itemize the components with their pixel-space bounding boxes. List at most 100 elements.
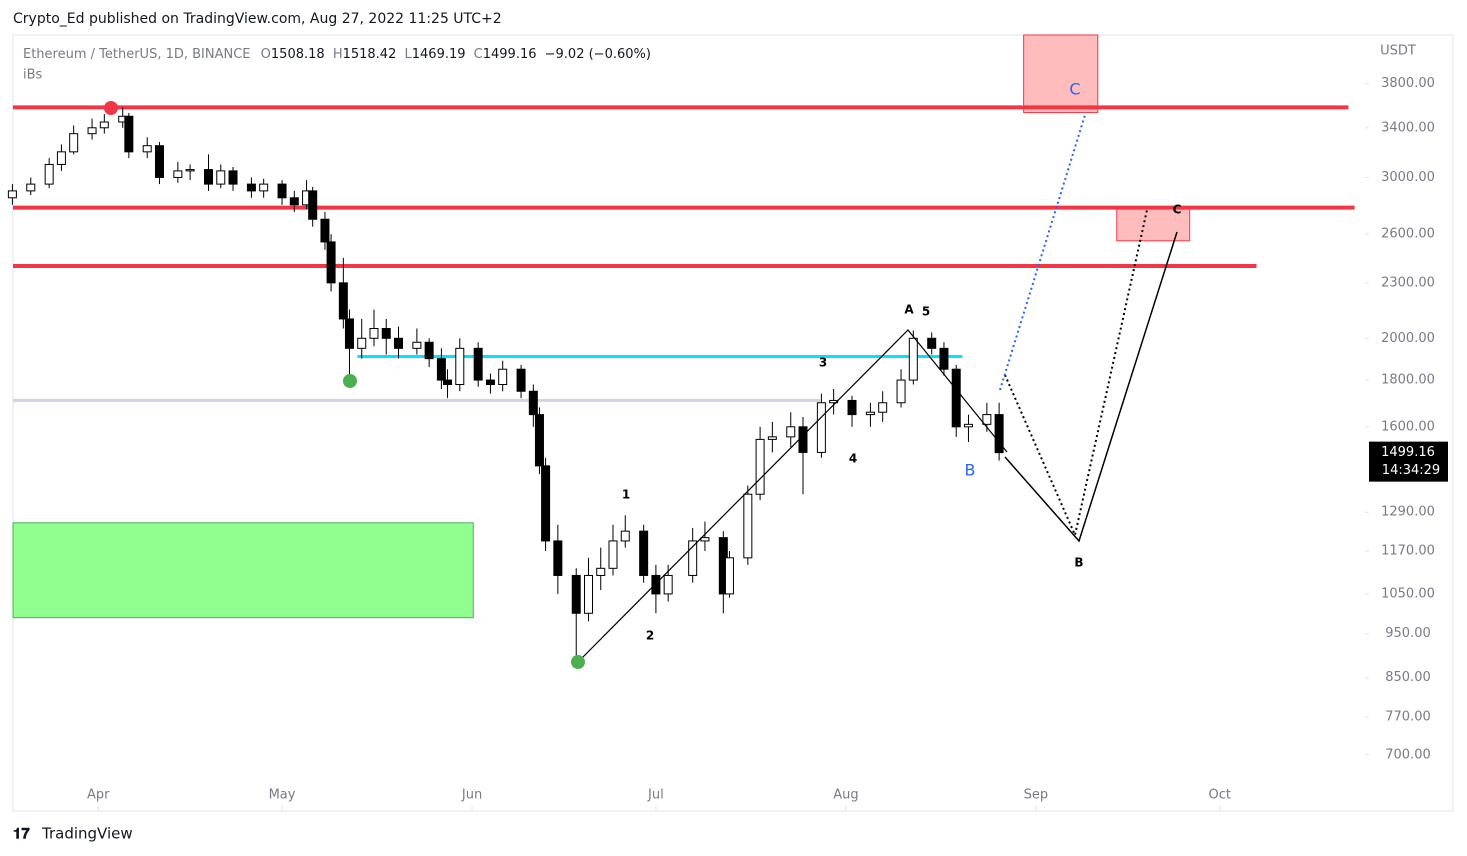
- price-badge: [1369, 441, 1448, 482]
- candle-body: [786, 426, 796, 438]
- footer-logo: 𝟏𝟕 TradingView: [13, 825, 133, 843]
- candle-body: [369, 327, 379, 339]
- candle: [663, 564, 673, 602]
- candle: [534, 407, 544, 475]
- candle-body: [154, 145, 164, 178]
- candle-body: [534, 414, 544, 467]
- x-tick-label: May: [269, 788, 296, 803]
- ohlc-value: 1469.19: [412, 47, 466, 62]
- candle: [216, 164, 226, 189]
- candle: [259, 178, 269, 198]
- pivot-dot: [343, 374, 357, 388]
- candle: [498, 360, 508, 392]
- candle: [277, 180, 287, 205]
- candle-body: [173, 170, 183, 178]
- ohlc-value: 1518.42: [343, 47, 397, 62]
- candle: [289, 190, 299, 212]
- symbol: Ethereum / TetherUS, 1D, BINANCE: [23, 47, 251, 62]
- candle: [485, 373, 495, 394]
- candle-body: [216, 170, 226, 185]
- x-tick-label: Apr: [87, 788, 110, 803]
- candle: [583, 557, 593, 622]
- candle-body: [651, 574, 661, 595]
- candle: [786, 412, 796, 448]
- candle: [99, 114, 109, 134]
- candle: [639, 524, 649, 583]
- zone: [1116, 207, 1191, 242]
- logo-mark: 𝟏𝟕: [13, 825, 30, 843]
- candle-body: [412, 341, 422, 349]
- change: −9.02 (−0.60%): [545, 47, 651, 62]
- candle: [320, 211, 330, 250]
- candle: [443, 369, 453, 399]
- ohlc-key: H: [333, 47, 343, 62]
- candle-body: [755, 438, 765, 495]
- candle-body: [639, 530, 649, 576]
- axis-unit: USDT: [1380, 44, 1416, 59]
- candle-body: [528, 390, 538, 416]
- wave-label: A: [904, 303, 914, 317]
- wave-label: 2: [646, 629, 654, 643]
- candle: [56, 144, 66, 171]
- candle: [228, 167, 238, 191]
- candle: [412, 328, 422, 355]
- candle-body: [688, 540, 698, 576]
- candle-body: [326, 241, 336, 284]
- footer-brand: TradingView: [41, 825, 133, 843]
- price-badge-price: 1499.16: [1381, 445, 1435, 460]
- candle: [755, 426, 765, 501]
- candle: [743, 485, 753, 565]
- candle-body: [357, 337, 367, 349]
- candle: [908, 330, 918, 385]
- candle-body: [896, 379, 906, 404]
- candle: [767, 421, 777, 453]
- y-tick-label: 1600.00: [1381, 419, 1435, 434]
- symbol-legend: Ethereum / TetherUS, 1D, BINANCE O1508.1…: [23, 47, 651, 62]
- x-tick-label: Jul: [647, 788, 664, 803]
- candle-body: [246, 183, 256, 192]
- projection-line: [1004, 231, 1178, 543]
- candle: [724, 550, 734, 598]
- candle-body: [982, 414, 992, 425]
- y-tick-label: 2000.00: [1381, 331, 1435, 346]
- candle: [87, 118, 97, 140]
- candle: [847, 395, 857, 427]
- candle-body: [908, 337, 918, 381]
- candle: [185, 164, 195, 181]
- candle-body: [847, 399, 857, 416]
- candle-body: [124, 115, 134, 153]
- candle: [369, 309, 379, 347]
- candle: [357, 318, 367, 359]
- candle: [688, 527, 698, 583]
- candle-body: [939, 347, 949, 370]
- candle-body: [344, 318, 354, 349]
- wave-label: C: [1069, 80, 1080, 99]
- y-tick-label: 1050.00: [1381, 586, 1435, 601]
- candle-body: [87, 127, 97, 135]
- candle-body: [571, 574, 581, 614]
- x-tick-label: Jun: [461, 788, 482, 803]
- candle: [620, 515, 630, 548]
- candle-body: [816, 402, 826, 453]
- candle: [700, 521, 710, 551]
- candle: [865, 402, 875, 427]
- candle: [951, 364, 961, 437]
- candle: [44, 158, 54, 189]
- ohlc-key: O: [261, 47, 271, 62]
- candle-body: [663, 574, 673, 595]
- indicator: iBs: [23, 68, 43, 83]
- candle: [308, 186, 318, 227]
- candle: [393, 326, 403, 359]
- y-tick-label: 3400.00: [1381, 120, 1435, 135]
- candle: [7, 184, 17, 205]
- candle-body: [485, 379, 495, 386]
- candle-body: [620, 530, 630, 542]
- candle-body: [204, 169, 214, 185]
- candle-body: [878, 402, 888, 413]
- y-tick-label: 1170.00: [1381, 543, 1435, 558]
- y-tick-label: 700.00: [1385, 747, 1431, 762]
- candle-body: [185, 169, 195, 172]
- candle-body: [994, 414, 1004, 454]
- candle-body: [608, 540, 618, 569]
